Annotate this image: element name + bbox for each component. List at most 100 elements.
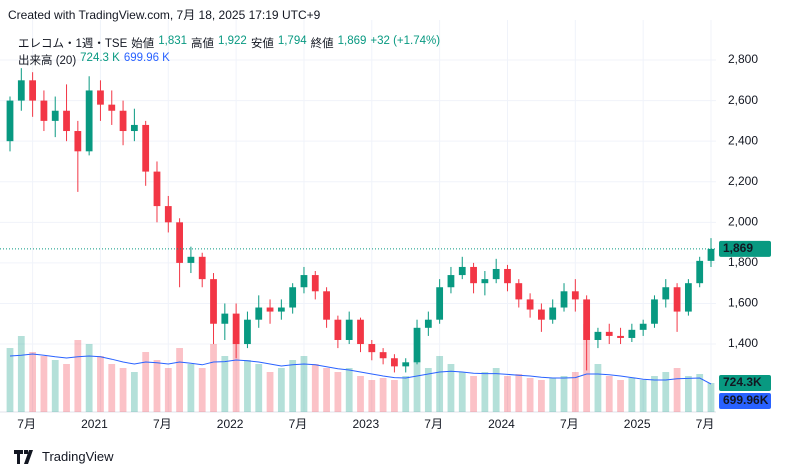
candle-body	[198, 256, 206, 280]
candle-body	[458, 266, 466, 276]
candle-body	[492, 268, 500, 280]
candle-body	[357, 319, 364, 345]
label: 高値	[191, 38, 215, 50]
volume-bar	[198, 368, 206, 412]
x-tick-label: 2021	[81, 417, 108, 431]
volume-bar	[628, 378, 636, 412]
x-tick-label: 2022	[217, 417, 244, 431]
x-tick-label: 7月	[289, 417, 308, 431]
volume-bar	[470, 376, 477, 412]
volume-bar	[244, 360, 251, 412]
label: 出来高 (20)	[18, 55, 77, 67]
x-tick-label: 2025	[624, 417, 651, 431]
volume-bar	[142, 352, 150, 412]
value: 1,922	[218, 35, 247, 47]
y-tick-label: 2,400	[728, 133, 758, 147]
volume-bar	[130, 372, 138, 412]
candle-body	[673, 287, 681, 312]
volume-bar	[458, 372, 466, 412]
value: 1,794	[277, 35, 307, 47]
candle-body	[345, 319, 353, 340]
candle-body	[628, 329, 636, 338]
volume-ma-line	[9, 353, 712, 385]
candle-body	[277, 307, 285, 312]
candle-body	[470, 266, 477, 284]
volume-bar	[357, 376, 364, 412]
price-badge-bg	[719, 240, 771, 257]
candle-body	[504, 268, 511, 284]
candle-body	[221, 313, 229, 324]
candle-body	[368, 344, 376, 353]
y-tick-label: 2,800	[728, 52, 758, 66]
candle-body	[153, 171, 161, 207]
candle-body	[108, 104, 116, 111]
candle-body	[266, 307, 274, 312]
candle-body	[40, 100, 48, 121]
candle-body	[515, 283, 523, 300]
candle-body	[707, 248, 715, 261]
candle-body	[164, 206, 172, 223]
volume-bar	[707, 383, 715, 412]
volume-bar	[424, 368, 432, 412]
candle-body	[379, 352, 387, 359]
candle-body	[402, 362, 410, 367]
x-tick-label: 7月	[153, 417, 172, 431]
volume-bar	[74, 340, 82, 412]
legend-row: エレコム・1週・TSE 始値 1,831 高値 1,922 安値 1,794 終値 1,…	[18, 35, 440, 51]
volume-bar	[639, 380, 647, 412]
volume-bar	[164, 368, 172, 412]
volume-bar	[119, 368, 127, 412]
candle-body	[391, 358, 398, 367]
label: 安値	[250, 38, 274, 50]
candle-body	[289, 287, 297, 308]
candle-body	[187, 256, 195, 263]
volume-bar	[311, 364, 319, 412]
candle-body	[210, 279, 217, 324]
x-tick-label: 7月	[424, 417, 443, 431]
volume-badge: 724.3K	[723, 375, 762, 389]
volume-badge-bg	[719, 375, 771, 392]
volume-bar	[571, 372, 579, 412]
candle-body	[323, 291, 330, 320]
footer: TradingView	[14, 449, 114, 464]
y-tick-label: 2,000	[728, 214, 758, 228]
volume-bar	[6, 348, 14, 412]
volume-bar	[40, 356, 48, 412]
candle-body	[424, 319, 432, 328]
candle-body	[526, 299, 534, 310]
label: 始値	[131, 38, 155, 50]
volume-ma-badge-bg	[719, 393, 771, 410]
candle-body	[696, 260, 704, 284]
candle-body	[130, 124, 138, 132]
x-tick-label: 7月	[560, 417, 579, 431]
volume-bar	[504, 376, 511, 412]
volume-bar	[334, 372, 342, 412]
chart: 1,400 1,600 1,800 2,000 2,200 2,400 2,600 2,800…	[0, 20, 771, 431]
label: 終値	[310, 38, 334, 50]
candle-body	[29, 80, 37, 101]
volume-ma-badge: 699.96K	[723, 393, 769, 407]
y-tick-label: 2,600	[728, 93, 758, 107]
volume-bar	[153, 360, 161, 412]
y-tick-label: 1,600	[728, 296, 758, 310]
candle-body	[447, 275, 455, 288]
volume-bar	[187, 364, 195, 412]
candle-body	[85, 90, 93, 152]
volume-bar	[605, 376, 613, 412]
volume-bar	[379, 378, 387, 412]
x-tick-label: 7月	[17, 417, 36, 431]
candle-body	[662, 287, 670, 300]
candle-body	[639, 323, 647, 330]
candle-body	[684, 283, 692, 312]
volume-legend: 出来高 (20) 724.3 K 699.96 K	[18, 52, 170, 68]
volume-bar	[560, 376, 568, 412]
value: 1,831	[158, 35, 188, 47]
volume-bar	[402, 376, 410, 412]
candle-body	[244, 319, 251, 345]
brand: TradingView	[42, 449, 114, 464]
volume-bar	[617, 380, 624, 412]
candle-body	[594, 331, 602, 340]
volume-bar	[85, 344, 93, 412]
volume-bar	[29, 352, 37, 412]
